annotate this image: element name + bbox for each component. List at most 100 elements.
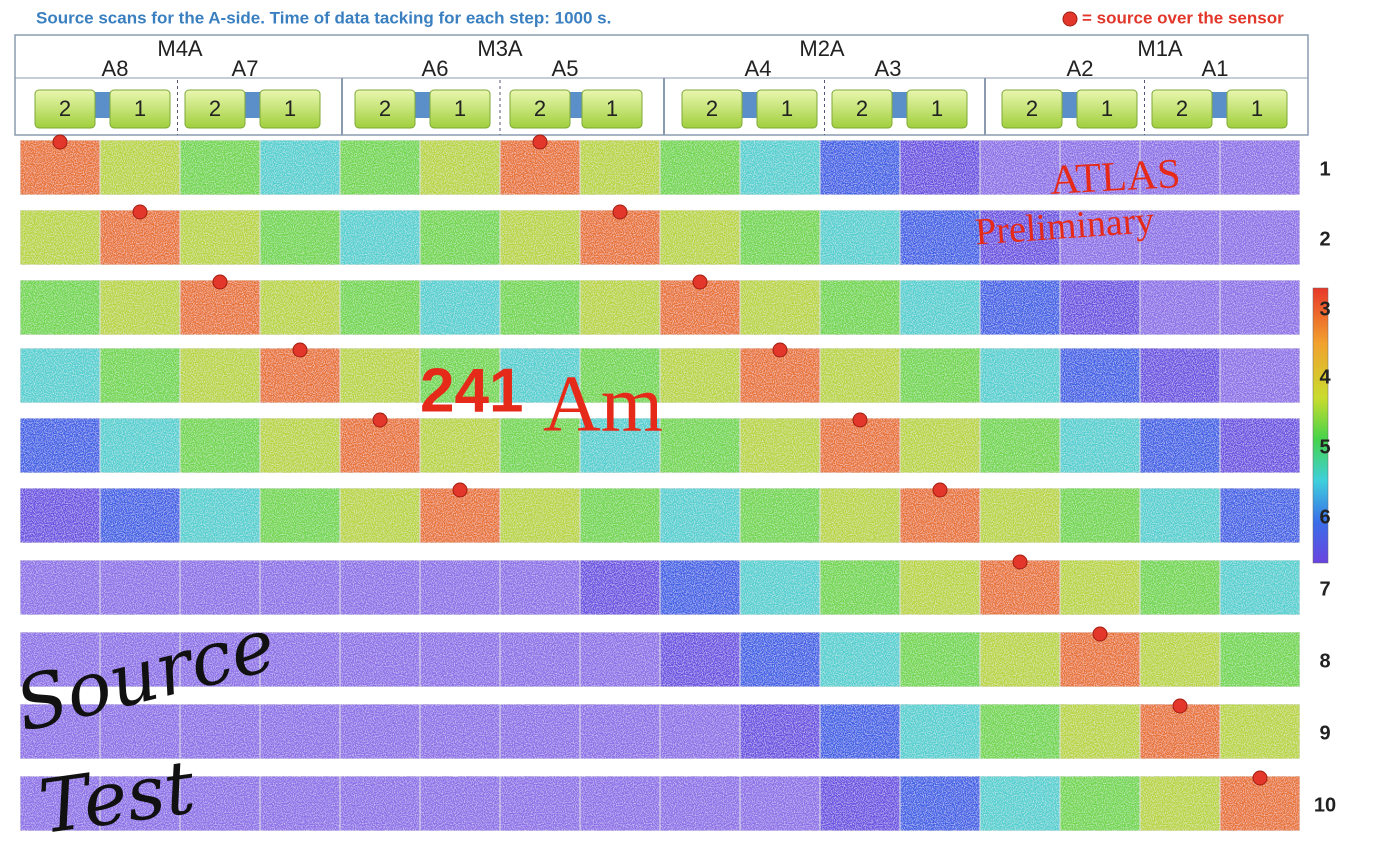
sensor-tile	[99, 417, 181, 474]
sensor-tile	[1059, 487, 1141, 544]
sensor-tile	[739, 209, 821, 266]
chip	[429, 89, 491, 129]
sensor-tile	[1139, 209, 1221, 266]
sensor-tile	[1059, 559, 1141, 616]
source-marker	[852, 412, 868, 428]
sensor-tile	[739, 631, 821, 688]
sensor-tile	[579, 347, 661, 404]
chip	[1001, 89, 1063, 129]
chip-label: 2	[856, 96, 868, 121]
chip	[756, 89, 818, 129]
sensor-tile	[659, 139, 741, 196]
chip	[831, 89, 893, 129]
chip	[1226, 89, 1288, 129]
chip-label: 2	[706, 96, 718, 121]
sensor-tile	[19, 559, 101, 616]
sensor-tile	[499, 487, 581, 544]
chip	[109, 89, 171, 129]
sensor-tile	[739, 775, 821, 832]
sensor-tile	[19, 209, 101, 266]
sensor-tile	[739, 417, 821, 474]
sensor-tile	[499, 703, 581, 760]
sensor-tile	[739, 139, 821, 196]
sensor-tile	[1219, 417, 1301, 474]
sensor-tile	[579, 487, 661, 544]
sensor-tile	[19, 347, 101, 404]
sensor-tile	[19, 703, 101, 760]
sensor-tile	[259, 775, 341, 832]
sensor-tile	[739, 559, 821, 616]
sensor-tile	[659, 209, 741, 266]
sensor-tile	[1139, 775, 1221, 832]
sensor-tile	[419, 631, 501, 688]
source-marker	[532, 134, 548, 150]
atlas-label: ATLAS	[1049, 151, 1182, 204]
sensor-tile	[899, 139, 981, 196]
sensor-tile	[99, 487, 181, 544]
title: Source scans for the A-side. Time of dat…	[36, 8, 611, 27]
sensor-label: A1	[1202, 56, 1229, 81]
sensor-tile	[499, 347, 581, 404]
chip-label: 1	[781, 96, 793, 121]
sensor-label: A3	[875, 56, 902, 81]
sensor-tile	[579, 559, 661, 616]
isotope-element: Am	[543, 360, 663, 448]
sensor-tile	[19, 775, 101, 832]
sensor-tile	[1139, 279, 1221, 336]
sensor-label: A5	[552, 56, 579, 81]
sensor-tile	[1059, 347, 1141, 404]
sensor-tile	[99, 775, 181, 832]
sensor-tile	[659, 775, 741, 832]
sensor-tile	[1059, 703, 1141, 760]
sensor-tile	[819, 209, 901, 266]
row-label: 8	[1319, 650, 1330, 672]
sensor-tile	[339, 703, 421, 760]
sensor-tile	[1139, 347, 1221, 404]
sensor-tile	[179, 347, 261, 404]
sensor-tile	[339, 139, 421, 196]
sensor-tile	[659, 487, 741, 544]
legend-marker	[1062, 11, 1078, 27]
sensor-tile	[419, 139, 501, 196]
source-marker	[212, 274, 228, 290]
sensor-tile	[979, 209, 1061, 266]
sensor-tile	[1219, 139, 1301, 196]
sensor-tile	[339, 209, 421, 266]
sensor-tile	[1139, 487, 1221, 544]
source-marker	[452, 482, 468, 498]
sensor-tile	[419, 775, 501, 832]
sensor-tile	[1059, 775, 1141, 832]
sensor-tile	[1219, 487, 1301, 544]
sensor-tile	[659, 631, 741, 688]
sensor-tile	[99, 139, 181, 196]
sensor-tile	[419, 417, 501, 474]
row-label: 4	[1319, 366, 1331, 388]
sensor-tile	[179, 139, 261, 196]
sensor-label: A2	[1067, 56, 1094, 81]
chip	[259, 89, 321, 129]
sensor-tile	[419, 559, 501, 616]
sensor-tile	[339, 347, 421, 404]
sensor-tile	[259, 703, 341, 760]
sensor-tile	[659, 347, 741, 404]
sensor-tile	[1139, 631, 1221, 688]
source-marker	[1012, 554, 1028, 570]
sensor-tile	[419, 209, 501, 266]
sensor-tile	[659, 417, 741, 474]
sensor-tile	[99, 279, 181, 336]
legend-text: = source over the sensor	[1082, 8, 1284, 27]
chip	[34, 89, 96, 129]
sensor-tile	[579, 775, 661, 832]
sensor-tile	[99, 347, 181, 404]
chip	[681, 89, 743, 129]
sensor-tile	[899, 209, 981, 266]
sensor-tile	[99, 703, 181, 760]
source-marker	[292, 342, 308, 358]
row-label: 1	[1319, 158, 1330, 180]
row-label: 6	[1319, 506, 1330, 528]
sensor-tile	[19, 417, 101, 474]
sensor-tile	[1059, 279, 1141, 336]
chip-label: 1	[606, 96, 618, 121]
row-label: 5	[1319, 436, 1330, 458]
